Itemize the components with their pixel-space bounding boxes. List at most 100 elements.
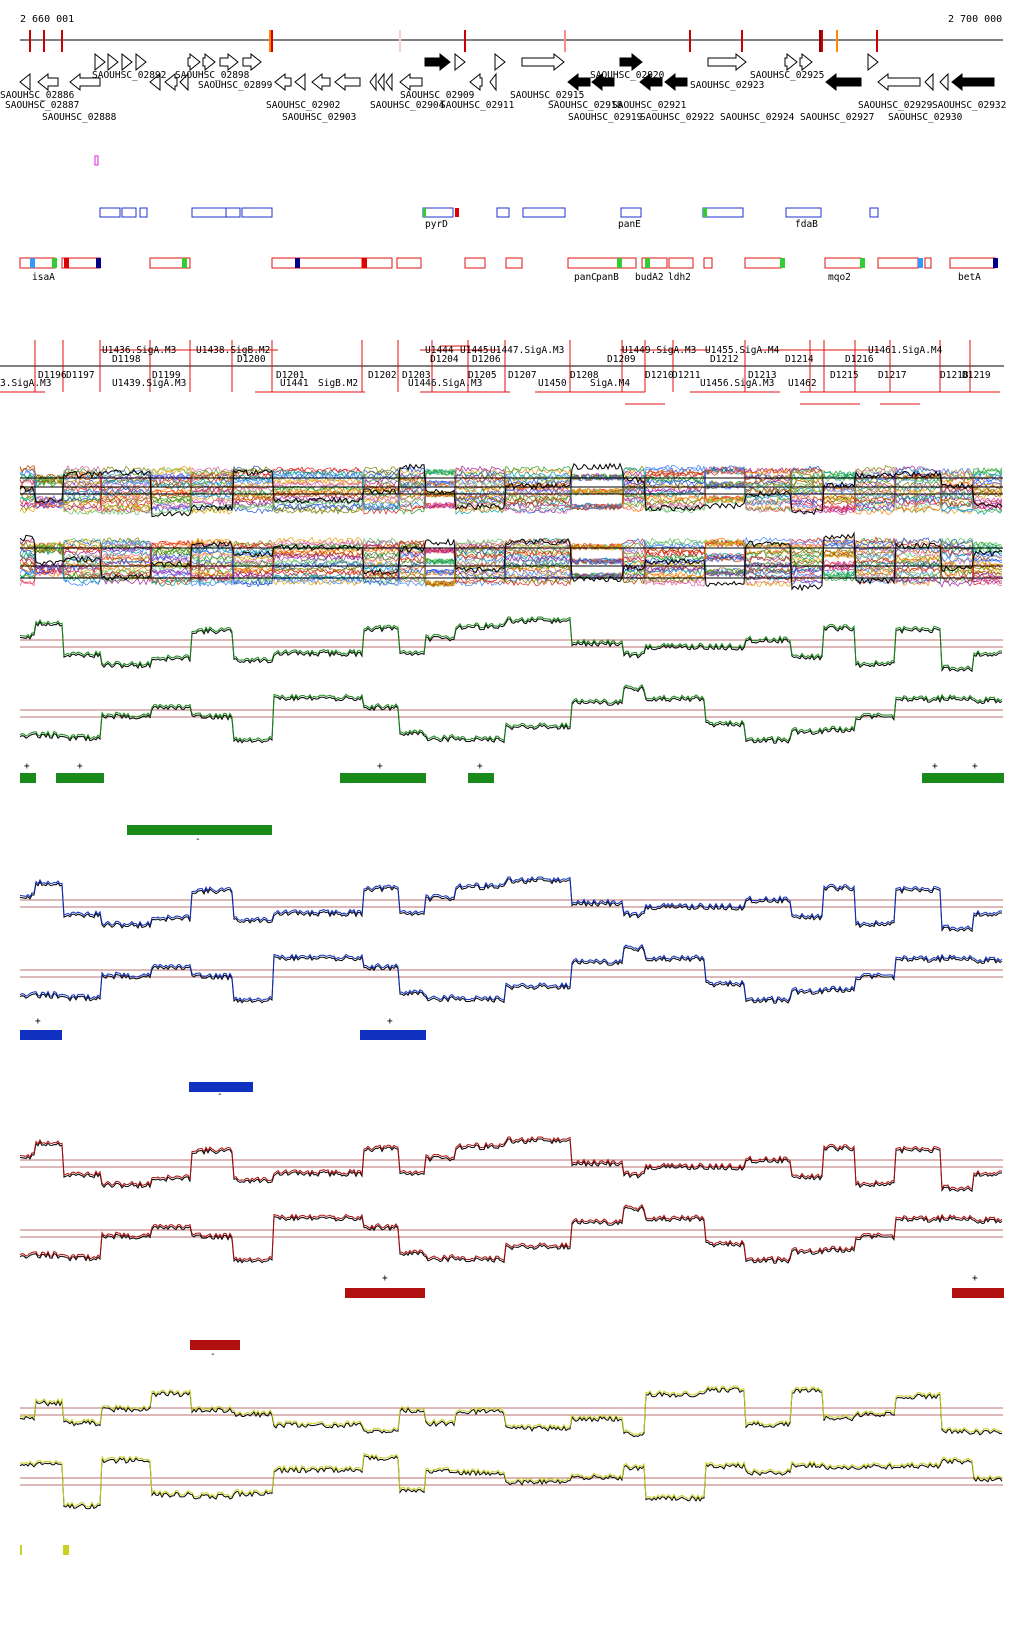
annot-label: budA2: [635, 272, 664, 283]
expression-line: [19, 539, 1003, 587]
expression-line: [19, 464, 1003, 514]
gene-labels: SAOUHSC_02892 SAOUHSC_02898 SAOUHSC_0289…: [0, 70, 1006, 123]
gene-arrow: [19, 72, 31, 92]
gene-label: SAOUHSC_02886: [0, 90, 75, 101]
gene-arrow: [399, 72, 423, 92]
coordinate-ruler: 2 660 001 2 700 000: [20, 14, 1003, 52]
annotation-marker: [362, 258, 367, 268]
expression-line: [19, 468, 1003, 515]
annotation-marker: [295, 258, 300, 268]
marker-magenta: [94, 155, 99, 166]
gene-label: SAOUHSC_02918: [548, 100, 623, 111]
trace-sample: [19, 1203, 1003, 1262]
trace-reference: [19, 1205, 1003, 1264]
annotation-box-red: [464, 257, 486, 269]
expression-line: [19, 538, 1002, 587]
segment-label: U1438.SigB.M2: [196, 345, 270, 356]
annotation-marker: [780, 258, 785, 268]
trace-sample: [19, 1136, 1003, 1191]
annotation-box-red: [877, 257, 919, 269]
gene-label: SAOUHSC_02920: [590, 70, 665, 81]
segment-label: D1196: [38, 370, 67, 381]
gene-arrow: [619, 52, 643, 72]
segment-label: D1208: [570, 370, 599, 381]
gene-arrow: [489, 72, 497, 92]
segment-label: U1444: [425, 345, 454, 356]
strand-bar-yellow: [63, 1545, 69, 1555]
gene-arrow: [94, 52, 106, 72]
expression-line: [19, 467, 1003, 512]
annotation-marker: [918, 258, 923, 268]
gene-label: SAOUHSC_02903: [282, 112, 356, 123]
segment-label: D1214: [785, 354, 814, 365]
strand-bar-red: [345, 1288, 425, 1298]
strand-bar-green: [468, 773, 494, 783]
gene-arrow: [951, 72, 995, 92]
track-blue: [19, 876, 1003, 1004]
trace-reference: [19, 618, 1003, 673]
gene-label: SAOUHSC_02922: [640, 112, 714, 123]
annotation-marker: [455, 208, 459, 217]
gene-arrow: [219, 52, 239, 72]
gene-arrow: [707, 52, 747, 72]
expression-multi-track-2: [19, 531, 1003, 592]
segment-label: D1205: [468, 370, 497, 381]
segment-label: D1216: [845, 354, 874, 365]
segment-label: D1213: [748, 370, 777, 381]
annotation-box-red: [668, 257, 694, 269]
gene-arrow: [149, 72, 161, 92]
segment-label: D1197: [66, 370, 95, 381]
gene-arrow: [825, 72, 862, 92]
annotation-marker: [96, 258, 101, 268]
expression-line: [19, 537, 1003, 584]
annotation-box-blue: [620, 207, 642, 218]
strand-bar-red: [190, 1340, 240, 1350]
trace-reference: [19, 1387, 1003, 1438]
coord-start: 2 660 001: [20, 14, 74, 25]
annotation-box-red: [949, 257, 996, 269]
minus-mark: -: [217, 1089, 223, 1100]
gene-label: SAOUHSC_02898: [175, 70, 250, 81]
gene-label: SAOUHSC_02929: [858, 100, 933, 111]
annotation-marker: [182, 258, 187, 268]
expression-line: [19, 539, 1003, 586]
segment-label: D1199: [152, 370, 181, 381]
gene-arrow: [121, 52, 133, 72]
annotation-marker: [64, 258, 69, 268]
annotation-marker: [52, 258, 57, 268]
gene-label: SAOUHSC_02909: [400, 90, 475, 101]
annot-label: betA: [958, 272, 981, 283]
gene-label: SAOUHSC_02915: [510, 90, 584, 101]
track-red: [19, 1136, 1003, 1264]
annot-label: fdaB: [795, 219, 818, 230]
plus-mark: +: [382, 1273, 388, 1284]
gene-label: SAOUHSC_02899: [198, 80, 273, 91]
expression-multi-track-1: [19, 462, 1003, 518]
annotation-box-blue: [422, 207, 454, 218]
trace-sample: [19, 1452, 1003, 1508]
segmentation-track: U1436.SigA.M3 U1438.SigB.M2 D1198 D1200 …: [0, 340, 1004, 405]
annotation-box-red: [271, 257, 363, 269]
trace-sample: [19, 943, 1003, 1002]
gene-arrow: [274, 72, 292, 92]
segment-label: D1206: [472, 354, 501, 365]
expression-line: [19, 537, 1003, 588]
segment-label: D1202: [368, 370, 397, 381]
expression-line: [19, 466, 1003, 511]
strand-bar-green: [56, 773, 104, 783]
trace-reference: [19, 685, 1003, 744]
trace-sample: [19, 683, 1003, 742]
expression-line: [19, 539, 1003, 582]
gene-arrow: [107, 52, 119, 72]
annotation-box-blue: [869, 207, 879, 218]
trace-sample: [19, 1385, 1003, 1436]
plus-mark: +: [24, 761, 30, 772]
expression-line: [19, 464, 1003, 512]
gene-arrow: [567, 72, 591, 92]
segment-label: U1461.SigA.M4: [868, 345, 943, 356]
segment-label: D1200: [237, 354, 266, 365]
segment-label: SigA.M4: [590, 378, 630, 389]
annot-label: panE: [618, 219, 641, 230]
expression-line: [19, 537, 1003, 585]
